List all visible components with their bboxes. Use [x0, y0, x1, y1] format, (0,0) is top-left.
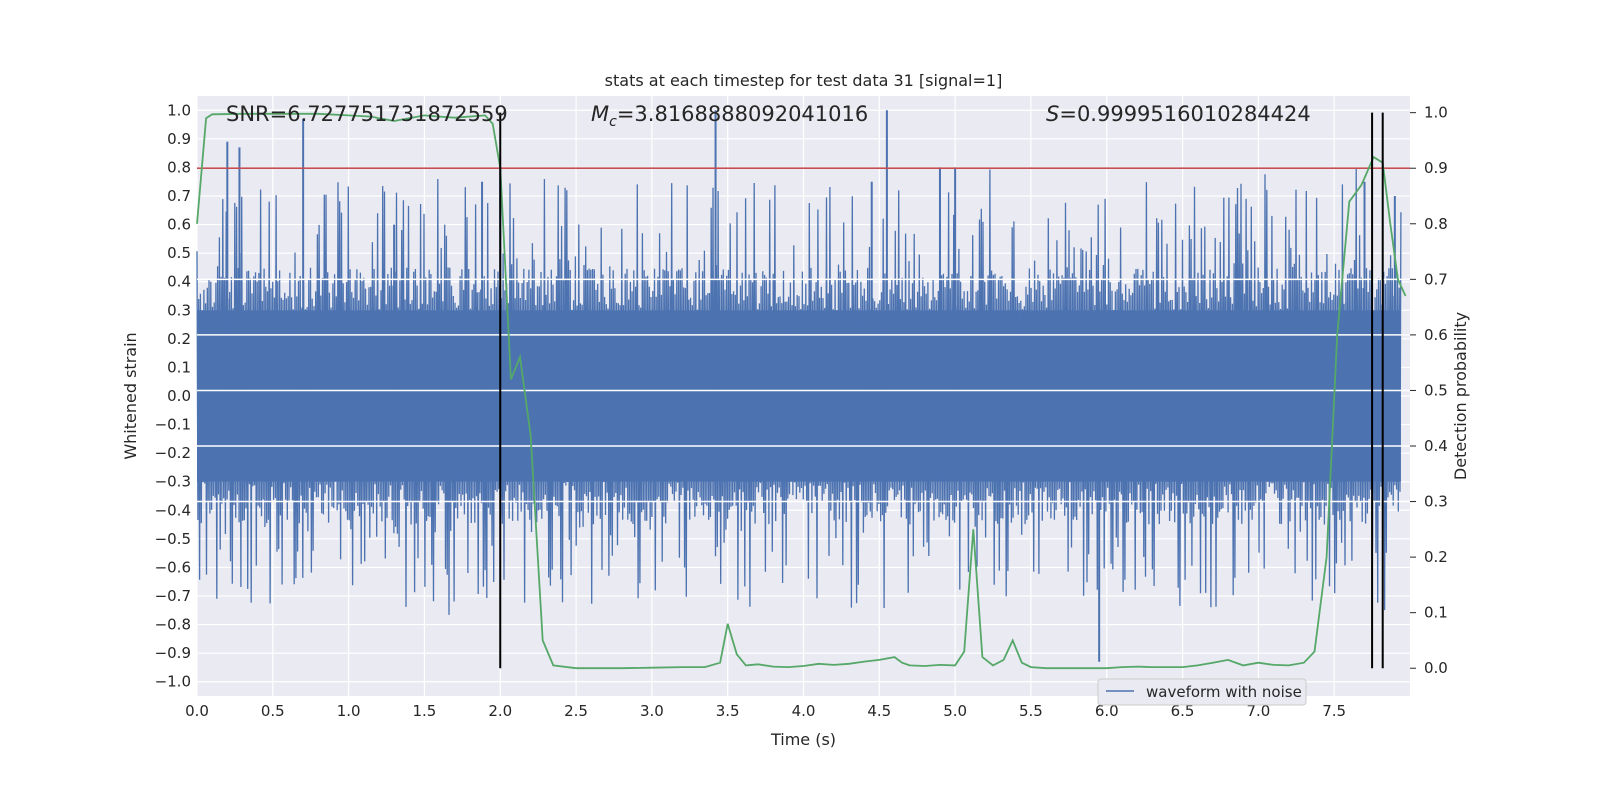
- x-tick-label: 4.0: [792, 702, 816, 720]
- y-tick-label: 0.5: [167, 244, 191, 262]
- mc-value: =3.8168888092041016: [617, 102, 868, 126]
- x-tick-label: 5.0: [943, 702, 967, 720]
- y-tick-label: −0.4: [155, 501, 191, 519]
- x-tick-label: 4.5: [867, 702, 891, 720]
- x-tick-label: 3.5: [716, 702, 740, 720]
- x-tick-label: 6.5: [1171, 702, 1195, 720]
- x-tick-label: 6.0: [1095, 702, 1119, 720]
- waveform-line: [196, 168, 1402, 615]
- y-tick-label: −0.1: [155, 416, 191, 434]
- legend-box: [1097, 678, 1307, 706]
- waveform-series: [196, 110, 1402, 662]
- x-tick-label: 2.0: [488, 702, 512, 720]
- mc-symbol: M: [591, 102, 609, 126]
- y2-tick-label: 0.8: [1424, 215, 1448, 233]
- legend-label: waveform with noise: [1146, 683, 1302, 701]
- mc-subscript: c: [609, 114, 617, 130]
- legend: waveform with noise: [1097, 678, 1307, 706]
- y-tick-label: −0.8: [155, 616, 191, 634]
- y-tick-label: −1.0: [155, 673, 191, 691]
- y2-tick-label: 0.4: [1424, 437, 1448, 455]
- y2-tick-label: 0.9: [1424, 159, 1448, 177]
- y-tick-label: 0.3: [167, 301, 191, 319]
- y2-axis-label: Detection probability: [1451, 312, 1470, 480]
- snr-annotation: SNR=6.727751731872559: [226, 102, 508, 126]
- y2-tick-label: 0.6: [1424, 326, 1448, 344]
- x-tick-label: 0.5: [261, 702, 285, 720]
- y2-tick-label: 0.0: [1424, 659, 1448, 677]
- x-tick-label: 1.5: [413, 702, 437, 720]
- y2-tick-label: 0.2: [1424, 548, 1448, 566]
- y-tick-label: −0.2: [155, 444, 191, 462]
- x-axis-label: Time (s): [770, 730, 836, 749]
- score-annotation: S=0.9999516010284424: [1046, 102, 1311, 126]
- y-tick-label: 0.7: [167, 187, 191, 205]
- y2-tick-label: 0.3: [1424, 493, 1448, 511]
- y-tick-label: 0.8: [167, 158, 191, 176]
- y2-tick-label: 0.7: [1424, 270, 1448, 288]
- y-tick-label: −0.3: [155, 473, 191, 491]
- x-tick-label: 5.5: [1019, 702, 1043, 720]
- score-symbol: S: [1046, 102, 1059, 126]
- y-axis-label: Whitened strain: [121, 332, 140, 459]
- y-tick-label: −0.9: [155, 644, 191, 662]
- y-tick-label: 0.1: [167, 358, 191, 376]
- x-tick-label: 0.0: [185, 702, 209, 720]
- x-tick-label: 2.5: [564, 702, 588, 720]
- chart-title: stats at each timestep for test data 31 …: [605, 71, 1003, 90]
- axis-ticks: 0.0 0.5 1.0 1.5 2.0 2.5 3.0 3.5 4.0 4.5 5.0 5.5 6.0 6…: [155, 101, 1448, 720]
- y2-tick-label: 0.1: [1424, 604, 1448, 622]
- x-tick-label: 7.5: [1322, 702, 1346, 720]
- score-value: =0.9999516010284424: [1059, 102, 1310, 126]
- chirp-mass-annotation: Mc=3.8168888092041016: [591, 102, 868, 130]
- y-tick-label: 0.4: [167, 273, 191, 291]
- x-tick-label: 7.0: [1246, 702, 1270, 720]
- y-tick-label: 0.9: [167, 130, 191, 148]
- y-tick-label: 0.6: [167, 216, 191, 234]
- y2-tick-label: 1.0: [1424, 104, 1448, 122]
- y-tick-label: −0.6: [155, 558, 191, 576]
- y-tick-label: −0.5: [155, 530, 191, 548]
- probability-line: [196, 112, 1407, 670]
- overlay-lines: [196, 112, 1410, 670]
- y-tick-label: −0.7: [155, 587, 191, 605]
- x-tick-label: 3.0: [640, 702, 664, 720]
- x-tick-label: 1.0: [337, 702, 361, 720]
- y2-tick-label: 0.5: [1424, 381, 1448, 399]
- y-tick-label: 0.2: [167, 330, 191, 348]
- y-tick-label: 1.0: [167, 101, 191, 119]
- y-tick-label: 0.0: [167, 387, 191, 405]
